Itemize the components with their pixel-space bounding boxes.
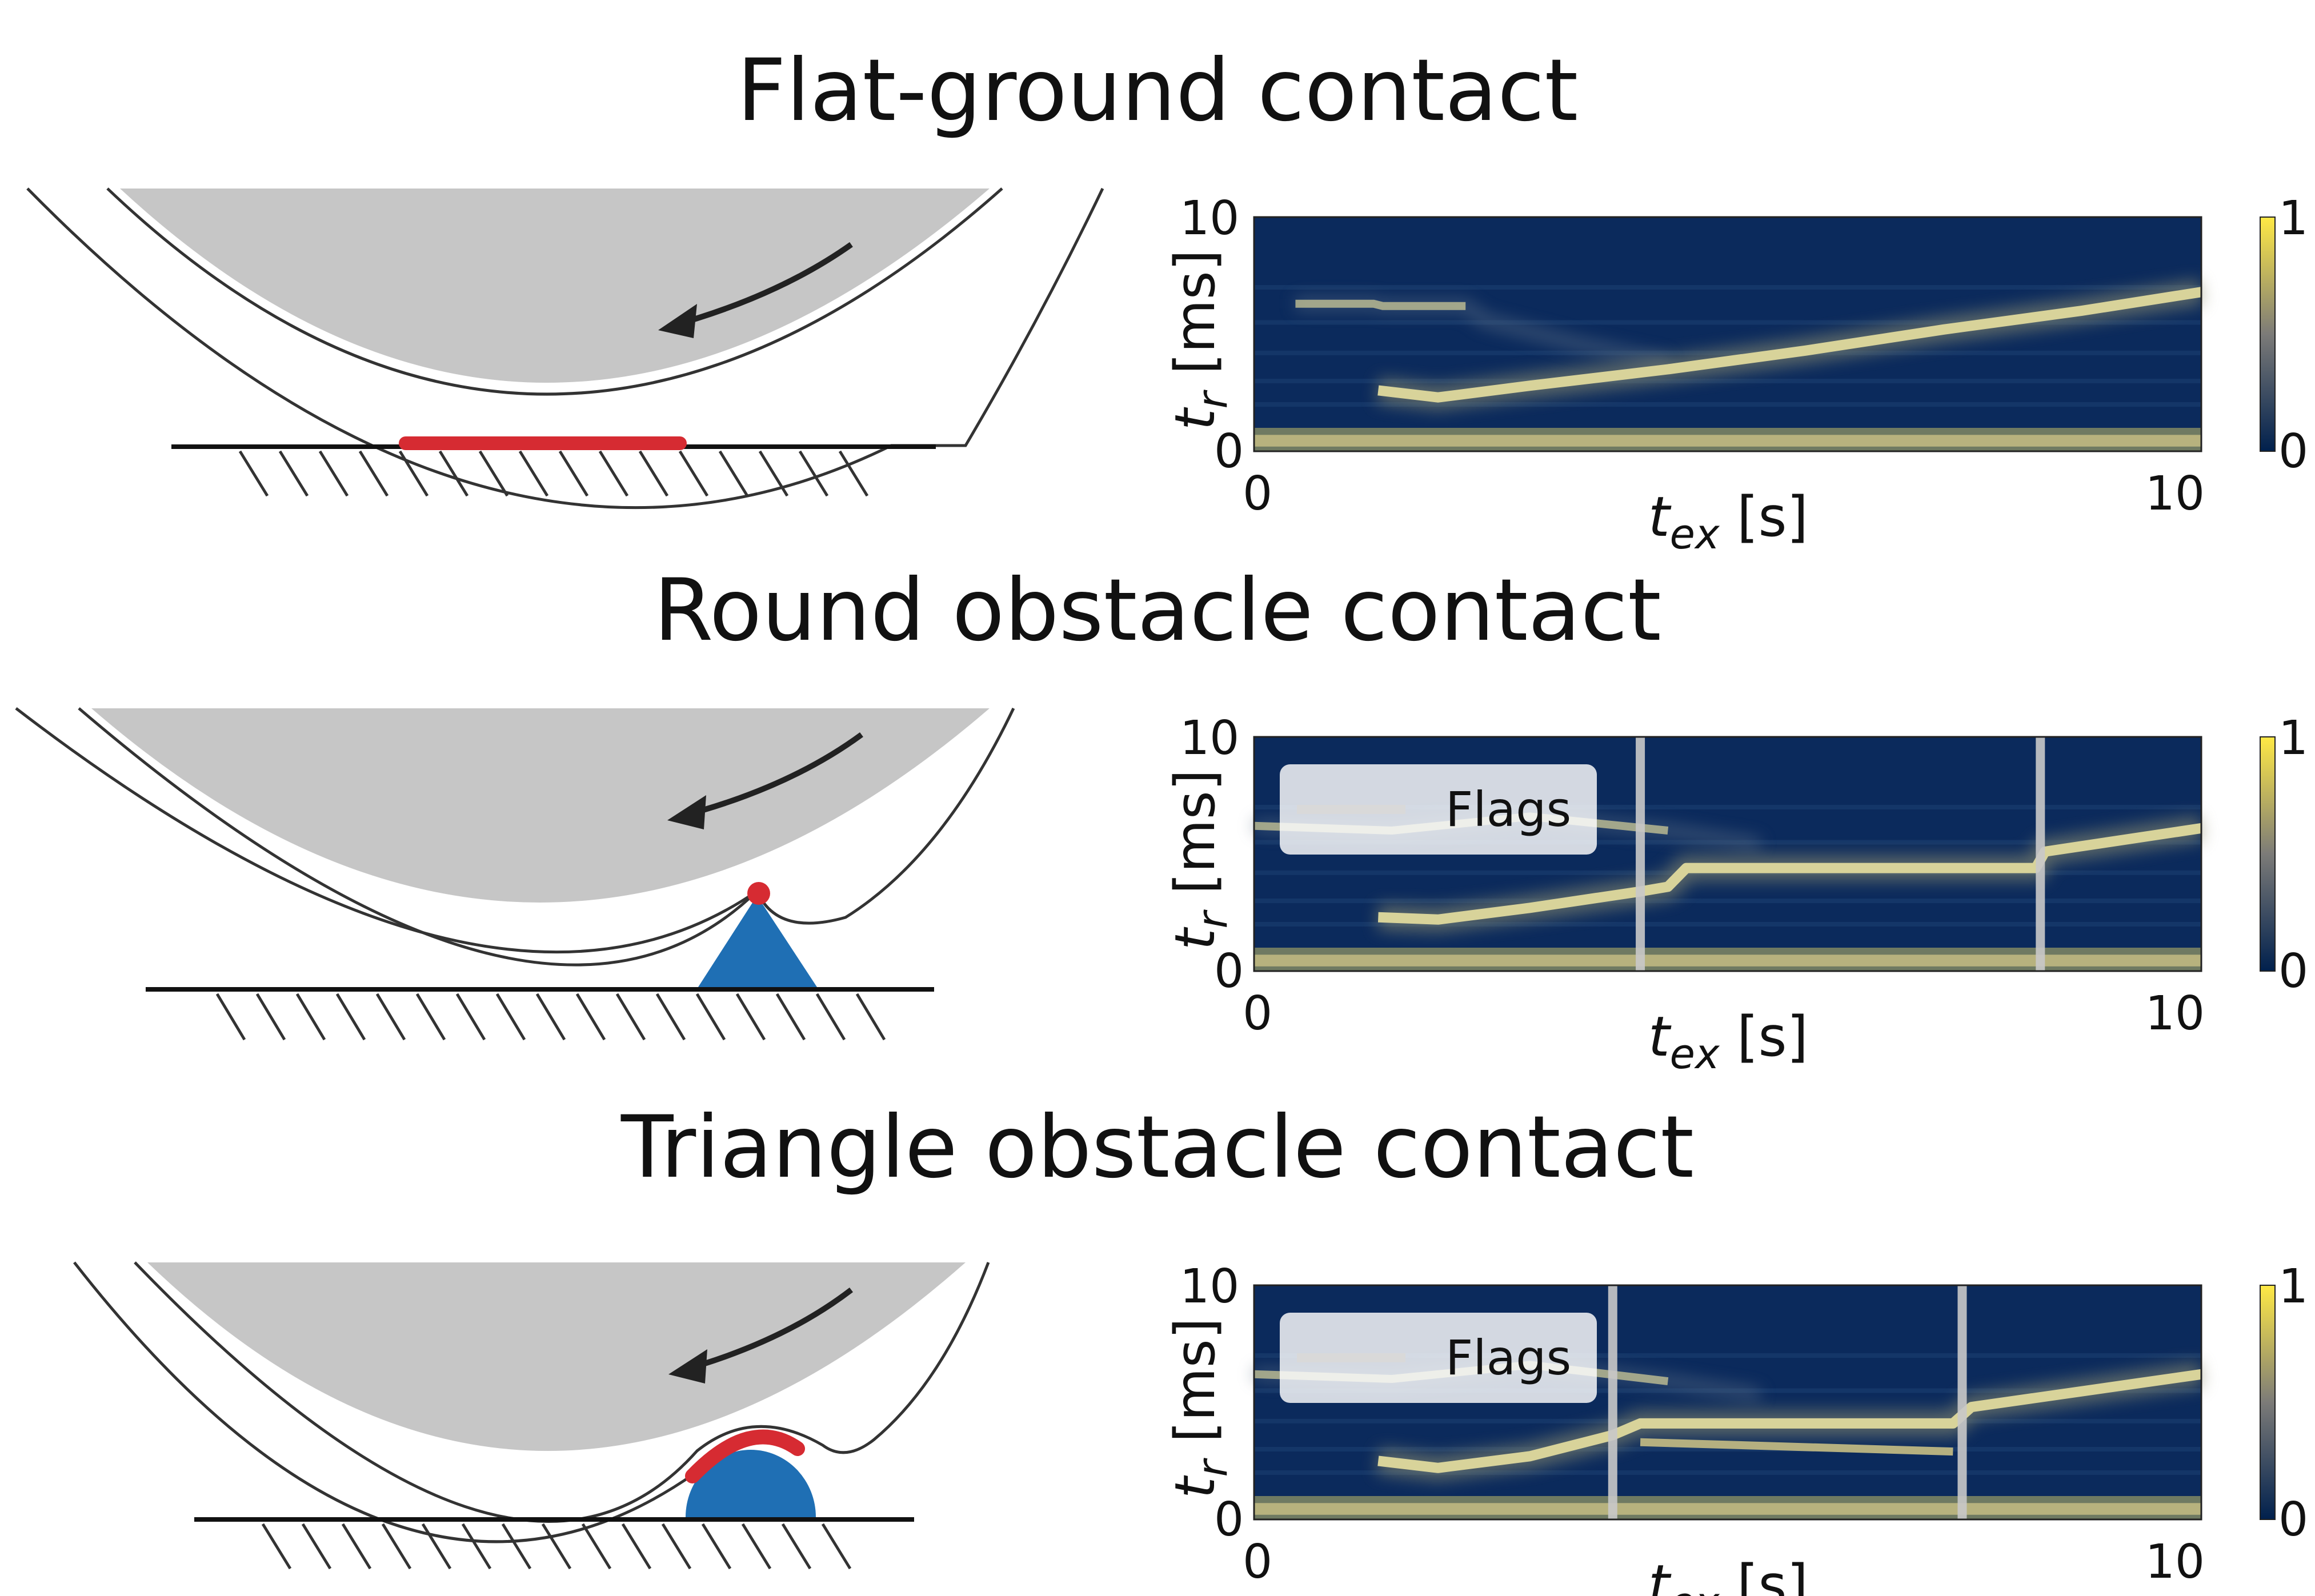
x-tick-label: 0 xyxy=(1243,987,1272,1041)
heatmap-texture-band xyxy=(1254,1447,2201,1451)
contact-point xyxy=(747,882,770,905)
colorbar-max-label: 1 xyxy=(2278,191,2308,246)
legend-label: Flags xyxy=(1445,781,1571,837)
colorbar xyxy=(2260,736,2276,972)
y-tick-label: 10 xyxy=(1180,711,1239,765)
ground-hatching xyxy=(215,993,886,1041)
heatmap-texture-band xyxy=(1254,379,2201,383)
tire-outer-line xyxy=(26,187,1104,510)
x-tick-label: 10 xyxy=(2145,987,2205,1041)
legend-box xyxy=(1280,764,1597,855)
tire-rim xyxy=(91,708,990,903)
y-axis-label: tr [ms] xyxy=(1163,250,1236,430)
heatmap-texture-band xyxy=(1254,899,2201,903)
plot-frame xyxy=(1253,1284,2202,1521)
panel-title-flat: Flat-ground contact xyxy=(736,41,1579,141)
rotation-arrow xyxy=(678,732,863,820)
plot-frame xyxy=(1253,736,2202,972)
y-tick-label: 0 xyxy=(1214,944,1244,998)
x-tick-label: 0 xyxy=(1243,467,1272,521)
heatmap-texture-band xyxy=(1254,320,2201,325)
contact-arc xyxy=(685,1429,805,1483)
bright-track xyxy=(1377,1369,2202,1473)
colorbar-min-label: 0 xyxy=(2278,424,2308,479)
y-axis-label: tr [ms] xyxy=(1163,769,1236,950)
x-axis-label: tex [s] xyxy=(1648,1005,1808,1078)
heatmap-texture-band xyxy=(1254,805,2201,809)
colorbar-max-label: 1 xyxy=(2278,1260,2308,1314)
round-obstacle xyxy=(686,1450,816,1517)
x-tick-label: 10 xyxy=(2145,1535,2205,1589)
baseline-band-core xyxy=(1254,1503,2201,1515)
colorbar-min-label: 0 xyxy=(2278,1493,2308,1547)
tire-inner-line xyxy=(106,187,1003,396)
colorbar xyxy=(2260,216,2276,452)
colorbar xyxy=(2260,1285,2276,1520)
heatmap-texture-band xyxy=(1254,1470,2201,1475)
baseline-band-core xyxy=(1254,955,2201,967)
colorbar-max-label: 1 xyxy=(2278,711,2308,765)
x-tick-label: 0 xyxy=(1243,1535,1272,1589)
triangle-obstacle xyxy=(698,896,817,987)
y-tick-label: 0 xyxy=(1214,424,1244,479)
heatmap-texture-band xyxy=(1254,402,2201,407)
tire-diagram-round xyxy=(15,707,1015,1041)
panel-title-round: Round obstacle contact xyxy=(654,561,1661,660)
heatmap-texture-band xyxy=(1254,1353,2201,1358)
x-axis-label: tex [s] xyxy=(1648,485,1808,558)
rotation-arrow-head xyxy=(658,304,697,338)
heatmap-background xyxy=(1254,217,2201,451)
tire-rim xyxy=(120,189,990,383)
colorbar-min-label: 0 xyxy=(2278,944,2308,998)
baseline-band-core xyxy=(1254,435,2201,447)
bright-track xyxy=(1377,287,2202,403)
rotation-arrow-head xyxy=(667,795,706,829)
y-tick-label: 10 xyxy=(1180,191,1239,246)
tire-diagram-triangle xyxy=(73,1261,990,1570)
rotation-arrow-head xyxy=(668,1349,707,1384)
y-tick-label: 10 xyxy=(1180,1260,1239,1314)
ground-hatching xyxy=(238,450,869,497)
legend-label: Flags xyxy=(1445,1330,1571,1386)
tire-inner-line xyxy=(134,1261,990,1523)
legend-box xyxy=(1280,1313,1597,1403)
second-track xyxy=(1640,1438,1953,1456)
faint-ridge-core xyxy=(1295,299,1466,310)
tire-outer-line xyxy=(15,707,758,954)
y-axis-label: tr [ms] xyxy=(1163,1318,1236,1498)
ground-hatching xyxy=(261,1523,852,1570)
x-tick-label: 10 xyxy=(2145,467,2205,521)
rotation-arrow xyxy=(667,242,853,330)
heatmap-texture-band xyxy=(1254,922,2201,927)
panel-title-triangle: Triangle obstacle contact xyxy=(620,1098,1695,1197)
plot-frame xyxy=(1253,216,2202,452)
x-axis-label: tex [s] xyxy=(1648,1553,1808,1596)
tire-diagram-flat xyxy=(26,187,1104,510)
tire-rim xyxy=(147,1262,966,1451)
heatmap-texture-band xyxy=(1254,285,2201,290)
y-tick-label: 0 xyxy=(1214,1493,1244,1547)
